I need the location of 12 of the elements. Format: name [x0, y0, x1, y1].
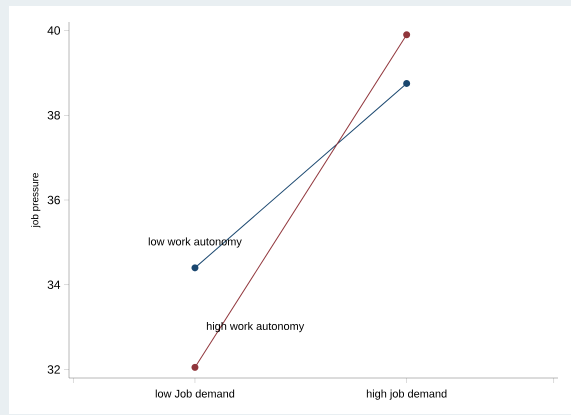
x-tick-label: low Job demand [156, 390, 234, 398]
y-tick-label: 40 [47, 26, 60, 35]
point [403, 80, 410, 87]
y-axis-title: job pressure [31, 173, 40, 228]
y-tick-label: 32 [48, 365, 60, 374]
x-tick-label: high job demand [366, 390, 446, 400]
point [191, 264, 198, 272]
y-tick-label: 38 [48, 111, 60, 120]
point [403, 31, 410, 38]
point [191, 364, 198, 371]
y-tick-label: 36 [48, 196, 60, 204]
y-tick-label: 34 [48, 280, 60, 289]
